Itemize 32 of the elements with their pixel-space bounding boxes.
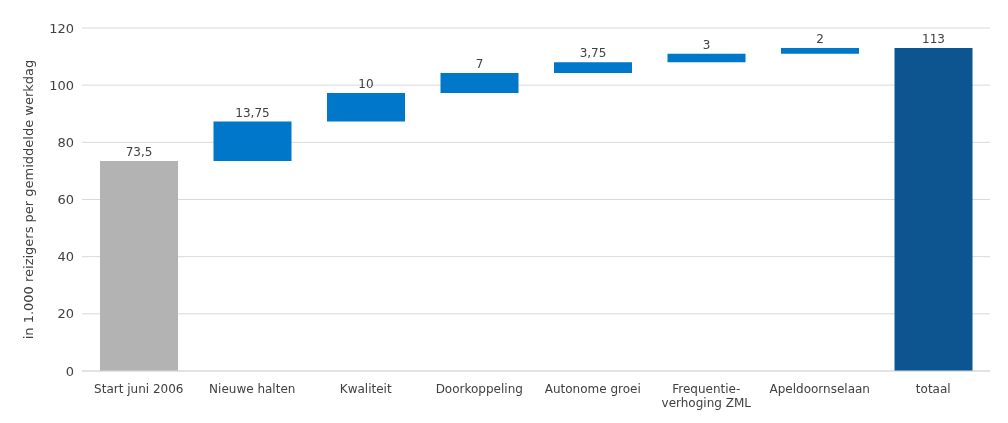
y-tick-label: 0 [65,363,74,379]
data-label: 7 [475,57,484,72]
x-tick-label: Nieuwe halten [209,382,296,396]
x-tick-label: Autonome groei [544,382,641,396]
data-label: 3 [702,37,711,52]
x-tick-label: Frequentie-verhoging ZML [661,382,752,410]
x-tick-label: totaal [915,382,951,396]
y-tick-label: 20 [57,306,74,322]
data-label: 13,75 [235,105,270,120]
data-label: 73,5 [125,144,153,159]
bar [667,53,746,63]
bar [213,121,292,161]
y-tick-label: 100 [49,77,74,93]
y-tick-label: 80 [57,134,74,150]
y-tick-label: 60 [57,192,74,208]
bar [894,48,973,371]
x-tick-label: Kwaliteit [339,382,392,396]
y-axis-title: in 1.000 reizigers per gemiddelde werkdag [20,59,36,340]
data-label: 3,75 [579,46,607,61]
y-tick-label: 40 [57,249,74,265]
data-label: 2 [816,32,824,47]
bar [100,160,178,371]
x-tick-label: Apeldoornselaan [769,382,870,396]
bar [781,48,859,54]
data-label: 113 [922,32,945,47]
x-tick-label: Start juni 2006 [94,382,184,396]
bar [440,73,519,94]
y-tick-label: 120 [49,20,74,36]
x-tick-label: Doorkoppeling [435,382,523,396]
data-label: 10 [358,77,374,92]
bar [327,93,405,122]
bar [554,62,632,74]
